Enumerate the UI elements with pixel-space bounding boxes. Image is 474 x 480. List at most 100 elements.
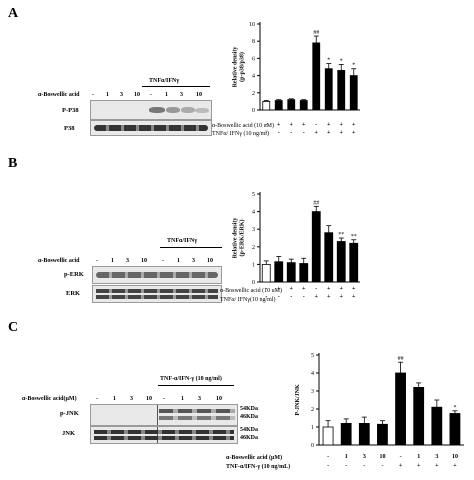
blot-pjnk bbox=[90, 404, 238, 426]
y-tick-label: 5 bbox=[311, 353, 314, 359]
band-perk bbox=[96, 272, 218, 278]
cond-row1-value: + bbox=[327, 286, 331, 292]
cond-row2-value: + bbox=[340, 294, 344, 300]
bar bbox=[337, 70, 346, 111]
dose-label: 10 bbox=[141, 258, 147, 264]
cond-row2-value: + bbox=[352, 294, 356, 300]
dose-label: 10 bbox=[207, 258, 213, 264]
dose-label: 3 bbox=[192, 258, 195, 264]
treatment-label-a: α-Boswellic acid bbox=[38, 92, 80, 98]
bar bbox=[336, 241, 346, 283]
y-tick-label: 3 bbox=[311, 389, 314, 395]
cond-row2-value: + bbox=[435, 463, 439, 469]
cond-row1-value: + bbox=[277, 286, 281, 292]
y-tick-label: 2 bbox=[252, 245, 255, 251]
cond-row2-value: - bbox=[303, 294, 305, 300]
cond-label2-a: TNFα/ IFNγ (10 ng/ml) bbox=[212, 131, 269, 137]
blot-pp38 bbox=[90, 100, 212, 120]
cond-label1-a: α-Boswellic acid (10 uM) bbox=[212, 123, 274, 129]
y-tick-label: 0 bbox=[311, 443, 314, 449]
significance-mark: ## bbox=[313, 30, 319, 36]
band-pjnk-46 bbox=[159, 416, 235, 420]
chart-b-svg: 0 1 2 3 4 5 Relative density (p-ERK/ERK) - - + - + - +… bbox=[233, 192, 360, 300]
y-tick-label: 3 bbox=[252, 227, 255, 233]
stim-line-a bbox=[142, 86, 210, 87]
y-tick-label: 4 bbox=[252, 210, 255, 216]
bar bbox=[274, 100, 283, 111]
y-tick-label: 1 bbox=[311, 425, 314, 431]
bar bbox=[449, 413, 461, 446]
cond-row2-value: - bbox=[290, 130, 292, 136]
significance-mark: * bbox=[453, 405, 456, 411]
bar bbox=[262, 101, 271, 111]
panel-letter-b: B bbox=[8, 156, 18, 171]
cond-row1-value: + bbox=[340, 122, 344, 128]
cond-row1-value: + bbox=[290, 286, 294, 292]
cond-row2-value: - bbox=[265, 294, 267, 300]
blot-perk bbox=[92, 266, 222, 284]
bar bbox=[358, 423, 370, 446]
stim-label-a: TNFα/IFNγ bbox=[149, 78, 180, 84]
treatment-label-b: α-Boswellic acid bbox=[38, 258, 80, 264]
y-tick-label: 6 bbox=[252, 56, 255, 62]
cond-row2-value: + bbox=[417, 463, 421, 469]
bar bbox=[431, 406, 443, 446]
significance-mark: * bbox=[352, 63, 355, 69]
significance-mark: ** bbox=[338, 232, 344, 238]
bar bbox=[324, 232, 334, 283]
cond-row2-value: - bbox=[278, 294, 280, 300]
dose-label: - bbox=[163, 396, 165, 402]
dose-label: 3 bbox=[198, 396, 201, 402]
dose-label: - bbox=[92, 92, 94, 98]
mw-bottom-54: 54KDa bbox=[240, 427, 258, 433]
y-tick-label: 2 bbox=[311, 407, 314, 413]
cond-row2-value: + bbox=[327, 130, 331, 136]
stim-label-c: TNF-α/IFN-γ (10 ng/ml) bbox=[160, 376, 222, 382]
treatment-label-c: α-Boswellic acid(μM) bbox=[22, 396, 77, 402]
cond-row1-value: - bbox=[265, 286, 267, 292]
dose-label: 10 bbox=[216, 396, 222, 402]
dose-label: 3 bbox=[120, 92, 123, 98]
dose-label: 10 bbox=[146, 396, 152, 402]
cond-row1-value: 10 bbox=[452, 454, 458, 460]
bar bbox=[312, 42, 321, 111]
chart-a: 0 2 4 6 8 10 Relative density (p-p38/p38) - - + - + -… bbox=[225, 10, 465, 170]
y-tick-label: 4 bbox=[311, 371, 314, 377]
cond-row2-value: - bbox=[278, 130, 280, 136]
cond-row2-value: + bbox=[352, 130, 356, 136]
cond-row1-value: 3 bbox=[435, 454, 438, 460]
y-tick-label: 2 bbox=[252, 91, 255, 97]
chart-c-svg: 0 1 2 3 4 5 P-JNK/JNK - - 1 - 3 - 10 - ## - +1 +3 + * 10 + bbox=[295, 353, 464, 469]
cond-row1-value: 1 bbox=[417, 454, 420, 460]
row-label-perk: p-ERK bbox=[64, 271, 84, 278]
band-jnk-54 bbox=[94, 430, 234, 434]
bar bbox=[286, 262, 296, 283]
y-tick-label: 8 bbox=[252, 39, 255, 45]
dose-label: - bbox=[96, 258, 98, 264]
bar bbox=[299, 263, 309, 283]
cond-row1-value: + bbox=[327, 122, 331, 128]
bar bbox=[299, 100, 308, 111]
band-pp38-5 bbox=[149, 107, 165, 113]
blot-erk bbox=[92, 285, 222, 303]
cond-row2-value: + bbox=[453, 463, 457, 469]
significance-mark: * bbox=[327, 58, 330, 64]
cond-row2-value: - bbox=[327, 463, 329, 469]
blot-divider-pjnk bbox=[157, 405, 158, 425]
y-axis-label: (p-ERK/ERK) bbox=[239, 219, 246, 256]
band-erk-44 bbox=[96, 289, 218, 293]
dose-label: 1 bbox=[165, 92, 168, 98]
dose-label: 1 bbox=[177, 258, 180, 264]
y-tick-label: 5 bbox=[252, 192, 255, 198]
row-label-pp38: P-P38 bbox=[62, 107, 79, 114]
bar bbox=[322, 426, 334, 446]
cond-row2-value: - bbox=[345, 463, 347, 469]
cond-label1-c: α-Boswellic acid (μM) bbox=[226, 455, 283, 461]
band-pp38-7 bbox=[181, 107, 195, 113]
cond-row1-value: + bbox=[290, 122, 294, 128]
cond-row1-value: - bbox=[315, 286, 317, 292]
dose-label: - bbox=[96, 396, 98, 402]
panel-letter-a: A bbox=[8, 6, 19, 21]
bar bbox=[274, 261, 284, 283]
cond-row2-value: - bbox=[265, 130, 267, 136]
